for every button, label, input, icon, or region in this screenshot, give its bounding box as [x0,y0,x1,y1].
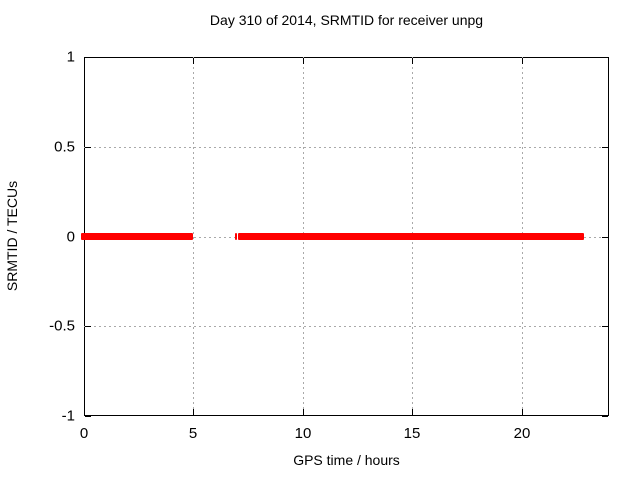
x-tick-top [84,58,85,64]
x-tick-label: 10 [294,425,312,442]
y-tick-right [602,326,608,327]
y-gridline [84,326,609,327]
y-tick-label: -1 [61,407,75,425]
x-tick-top [522,58,523,64]
x-tick-top [193,58,194,64]
y-tick-label: -0.5 [49,317,75,335]
x-tick [303,409,304,415]
y-tick-right [602,147,608,148]
y-tick [85,147,91,148]
y-tick-right [602,416,608,417]
y-tick-right [602,57,608,58]
data-segment [238,233,584,240]
x-tick-top [303,58,304,64]
x-tick-label: 5 [188,425,198,442]
x-tick [193,409,194,415]
x-tick [412,409,413,415]
x-tick-label: 0 [79,425,89,442]
x-axis-label: GPS time / hours [293,452,400,468]
y-tick-right [602,237,608,238]
x-tick-label: 20 [513,425,531,442]
y-gridline [84,147,609,148]
y-tick-label: 0 [66,228,75,246]
y-tick [85,416,91,417]
x-tick-top [412,58,413,64]
x-tick-label: 15 [403,425,421,442]
y-tick [85,57,91,58]
data-segment [81,233,193,240]
y-tick [85,326,91,327]
x-gridline [193,57,194,416]
y-tick-label: 1 [66,48,75,66]
data-segment [235,233,237,240]
chart-title: Day 310 of 2014, SRMTID for receiver unp… [209,12,484,28]
x-tick [84,409,85,415]
x-tick [522,409,523,415]
y-tick-label: 0.5 [54,138,75,156]
y-axis-label-text: SRMTID / TECUs [4,180,20,292]
